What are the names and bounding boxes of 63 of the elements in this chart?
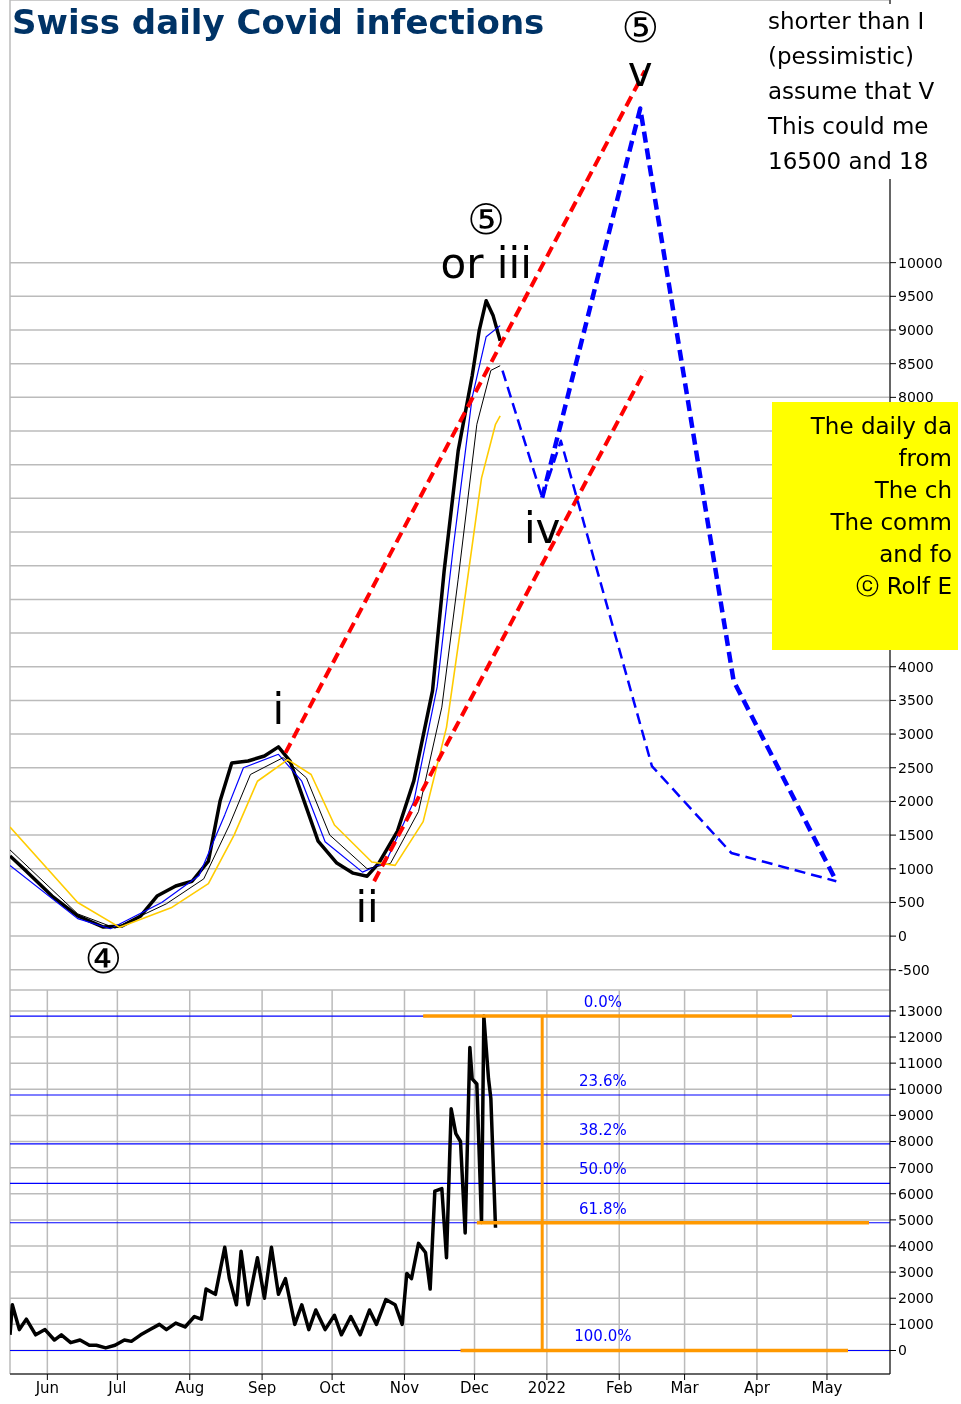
- y-tick-label: 10000: [898, 254, 943, 271]
- y-tick-label: 500: [898, 894, 925, 911]
- y-tick-label: 3000: [898, 1264, 934, 1281]
- annotation: ⓒ Rolf E: [855, 572, 952, 601]
- y-tick-label: 2000: [898, 793, 934, 810]
- y-tick-label: 0: [898, 1342, 907, 1359]
- x-tick-label: Oct: [319, 1378, 346, 1397]
- annotation: 16500 and 18: [768, 147, 930, 176]
- chart-title: Swiss daily Covid infections: [12, 2, 545, 42]
- y-tick-label: 6000: [898, 1185, 934, 1202]
- annotation: assume that V: [768, 77, 936, 106]
- y-tick-label: 5000: [898, 1211, 934, 1228]
- y-tick-label: 9500: [898, 288, 934, 305]
- x-tick-label: Jun: [34, 1378, 60, 1397]
- annotation: 61.8%: [579, 1199, 627, 1218]
- x-tick-label: Mar: [670, 1378, 700, 1397]
- y-tick-label: 12000: [898, 1028, 943, 1045]
- annotation: 38.2%: [579, 1120, 627, 1139]
- y-tick-label: 9000: [898, 1107, 934, 1124]
- annotation: iv: [523, 504, 561, 554]
- text: from: [897, 444, 952, 473]
- annotation: 23.6%: [579, 1072, 627, 1091]
- annotation: shorter than I: [768, 7, 926, 36]
- y-tick-label: 0: [898, 928, 907, 945]
- annotation: 0.0%: [583, 993, 622, 1012]
- annotation: The comm: [829, 508, 952, 537]
- annotation: 100.0%: [574, 1327, 632, 1346]
- annotation: The daily da: [809, 412, 952, 441]
- y-tick-label: 8000: [898, 1133, 934, 1150]
- y-tick-label: 1000: [898, 860, 934, 877]
- y-tick-label: 3000: [898, 726, 934, 743]
- annotation: (pessimistic): [768, 42, 915, 71]
- x-tick-label: Nov: [389, 1378, 420, 1397]
- y-tick-label: 4000: [898, 658, 934, 675]
- y-tick-label: 4000: [898, 1237, 934, 1254]
- annotation: i: [272, 685, 285, 735]
- annotation: 50.0%: [579, 1160, 627, 1179]
- y-tick-label: 10000: [898, 1081, 943, 1098]
- x-tick-label: Feb: [605, 1378, 633, 1397]
- x-tick-label: May: [811, 1378, 843, 1397]
- annotation: The ch: [873, 476, 952, 505]
- y-tick-label: 1000: [898, 1316, 934, 1333]
- x-tick-label: Apr: [743, 1378, 771, 1397]
- x-tick-label: 2022: [527, 1378, 566, 1397]
- x-tick-label: Sep: [247, 1378, 277, 1397]
- y-tick-label: 11000: [898, 1055, 943, 1072]
- y-tick-label: 8000: [898, 389, 934, 406]
- x-tick-label: Aug: [175, 1378, 205, 1397]
- y-tick-label: 7000: [898, 1159, 934, 1176]
- y-tick-label: 2000: [898, 1290, 934, 1307]
- y-tick-label: -500: [898, 961, 930, 978]
- y-tick-label: 13000: [898, 1002, 943, 1019]
- x-tick-label: Jul: [107, 1378, 127, 1397]
- annotation: ④: [84, 933, 123, 983]
- y-tick-label: 2500: [898, 759, 934, 776]
- x-tick-label: Dec: [459, 1378, 490, 1397]
- annotation: This could me: [768, 112, 930, 141]
- y-tick-label: 9000: [898, 321, 934, 338]
- y-tick-label: 8500: [898, 355, 934, 372]
- annotation: ii: [355, 882, 379, 932]
- y-tick-label: 3500: [898, 692, 934, 709]
- y-tick-label: 1500: [898, 827, 934, 844]
- annotation: and fo: [878, 540, 952, 569]
